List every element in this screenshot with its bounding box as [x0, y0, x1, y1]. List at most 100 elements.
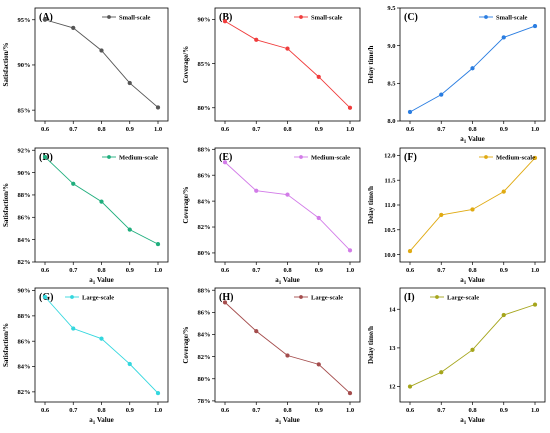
legend-label: Small-scale	[311, 14, 343, 21]
x-tick-label: 0.9	[500, 407, 509, 414]
x-tick-label: 0.6	[41, 126, 50, 133]
x-axis-title-subscript: 1	[464, 281, 467, 286]
legend-marker	[299, 295, 303, 299]
x-tick-label: 0.6	[41, 407, 50, 414]
y-tick-label: 92%	[18, 147, 31, 154]
legend-marker	[299, 15, 303, 19]
x-axis-title: a1 Value	[89, 416, 113, 426]
data-point	[254, 37, 259, 42]
data-point	[42, 294, 48, 300]
x-axis-title-subscript: 1	[279, 421, 282, 426]
y-tick-label: 80%	[198, 105, 211, 112]
x-axis-title-part: Value	[466, 135, 484, 143]
x-tick-label: 0.9	[126, 407, 135, 414]
legend-marker	[70, 295, 74, 299]
plot-frame	[214, 7, 361, 122]
y-tick-label: 90%	[18, 288, 31, 295]
x-axis-title-part: a	[89, 416, 93, 424]
x-axis-title-part: Value	[466, 416, 484, 424]
y-axis-title: Satisfaction/%	[2, 183, 10, 227]
x-tick-label: 1.0	[346, 267, 354, 274]
x-axis-title-subscript: 1	[464, 140, 467, 145]
plot-frame	[34, 287, 169, 403]
x-axis-title-part: Value	[466, 276, 484, 284]
x-tick-label: 0.8	[97, 126, 106, 133]
legend-label: Small-scale	[496, 14, 528, 21]
y-tick-label: 84%	[18, 364, 31, 371]
x-axis-title: a1 Value	[460, 416, 484, 426]
y-tick-label: 80%	[198, 376, 211, 383]
x-axis-title-subscript: 1	[279, 281, 282, 286]
panel-7: 82%84%86%88%90%0.60.70.80.91.0(G)Satisfa…	[2, 287, 169, 426]
y-tick-label: 13	[389, 345, 396, 352]
x-tick-label: 0.8	[283, 267, 292, 274]
x-axis-title-subscript: 1	[93, 421, 96, 426]
y-axis-title: Satisfaction/%	[2, 43, 10, 87]
x-tick-label: 0.7	[252, 126, 261, 133]
data-point	[127, 361, 132, 367]
y-tick-label: 95%	[18, 17, 31, 24]
data-point	[439, 92, 444, 97]
series-line	[409, 304, 536, 387]
x-tick-label: 0.8	[283, 407, 292, 414]
y-tick-label: 85%	[198, 61, 211, 68]
plot-frame	[214, 287, 361, 403]
data-point	[254, 329, 259, 334]
legend-marker	[484, 155, 488, 159]
panel-9: 12 13 14 0.6 0.7 0.8 0.9 1.0 (I) Delay time/h a1 V…	[367, 287, 546, 426]
panel-label: (F)	[404, 152, 417, 163]
x-tick-label: 0.9	[315, 267, 324, 274]
y-tick-label: 82%	[198, 224, 211, 231]
panel-1: 85% 90% 95% 0.6 0.7 0.8 0.9 1.0 (A) Satisfaction/…	[2, 7, 169, 133]
legend-marker	[435, 295, 439, 299]
y-axis-title: Coverage/%	[182, 326, 190, 363]
y-tick-label: 11.5	[384, 177, 396, 184]
x-tick-label: 1.0	[531, 407, 539, 414]
data-point	[99, 336, 104, 341]
x-tick-label: 0.8	[97, 407, 106, 414]
x-axis-title: a1 Value	[460, 135, 484, 145]
y-tick-label: 11.0	[384, 202, 395, 209]
data-point	[316, 215, 321, 221]
y-tick-label: 90%	[198, 17, 211, 24]
x-axis-title: a1 Value	[460, 276, 484, 286]
data-point	[254, 188, 259, 193]
plot-frame	[214, 147, 361, 263]
y-axis-title: Coverage/%	[182, 46, 190, 83]
y-tick-label: 86%	[18, 338, 31, 345]
legend-label: Large-scale	[311, 294, 343, 301]
x-axis-title-part: Value	[95, 416, 113, 424]
series-line	[224, 161, 351, 251]
panel-label: (H)	[219, 292, 233, 303]
y-tick-label: 9.0	[387, 43, 395, 50]
plot-frame	[399, 147, 546, 263]
legend-marker	[107, 15, 111, 19]
x-axis-title-part: Value	[281, 276, 299, 284]
legend-label: Medium-scale	[119, 154, 158, 161]
y-axis-title: Delay time/h	[367, 326, 375, 364]
y-tick-label: 80%	[198, 250, 211, 257]
data-point	[71, 181, 76, 186]
data-point	[532, 23, 538, 29]
plot-frame	[399, 7, 546, 122]
y-tick-label: 14	[389, 306, 396, 313]
data-point	[501, 312, 506, 318]
series-line	[409, 157, 536, 252]
series-line	[44, 19, 159, 108]
x-tick-label: 0.6	[406, 267, 415, 274]
data-point	[71, 326, 76, 331]
x-tick-label: 0.7	[437, 407, 446, 414]
y-tick-label: 82%	[198, 354, 211, 361]
data-point	[285, 46, 290, 51]
x-tick-label: 0.6	[221, 267, 230, 274]
data-point	[347, 248, 353, 253]
data-point	[127, 80, 132, 86]
x-tick-label: 0.6	[221, 126, 230, 133]
x-tick-label: 0.8	[468, 407, 477, 414]
y-tick-label: 88%	[18, 313, 31, 320]
y-tick-label: 10.5	[384, 227, 396, 234]
x-axis-title-subscript: 1	[93, 281, 96, 286]
x-tick-label: 0.7	[69, 126, 78, 133]
series-line	[224, 302, 351, 394]
data-point	[155, 390, 161, 396]
